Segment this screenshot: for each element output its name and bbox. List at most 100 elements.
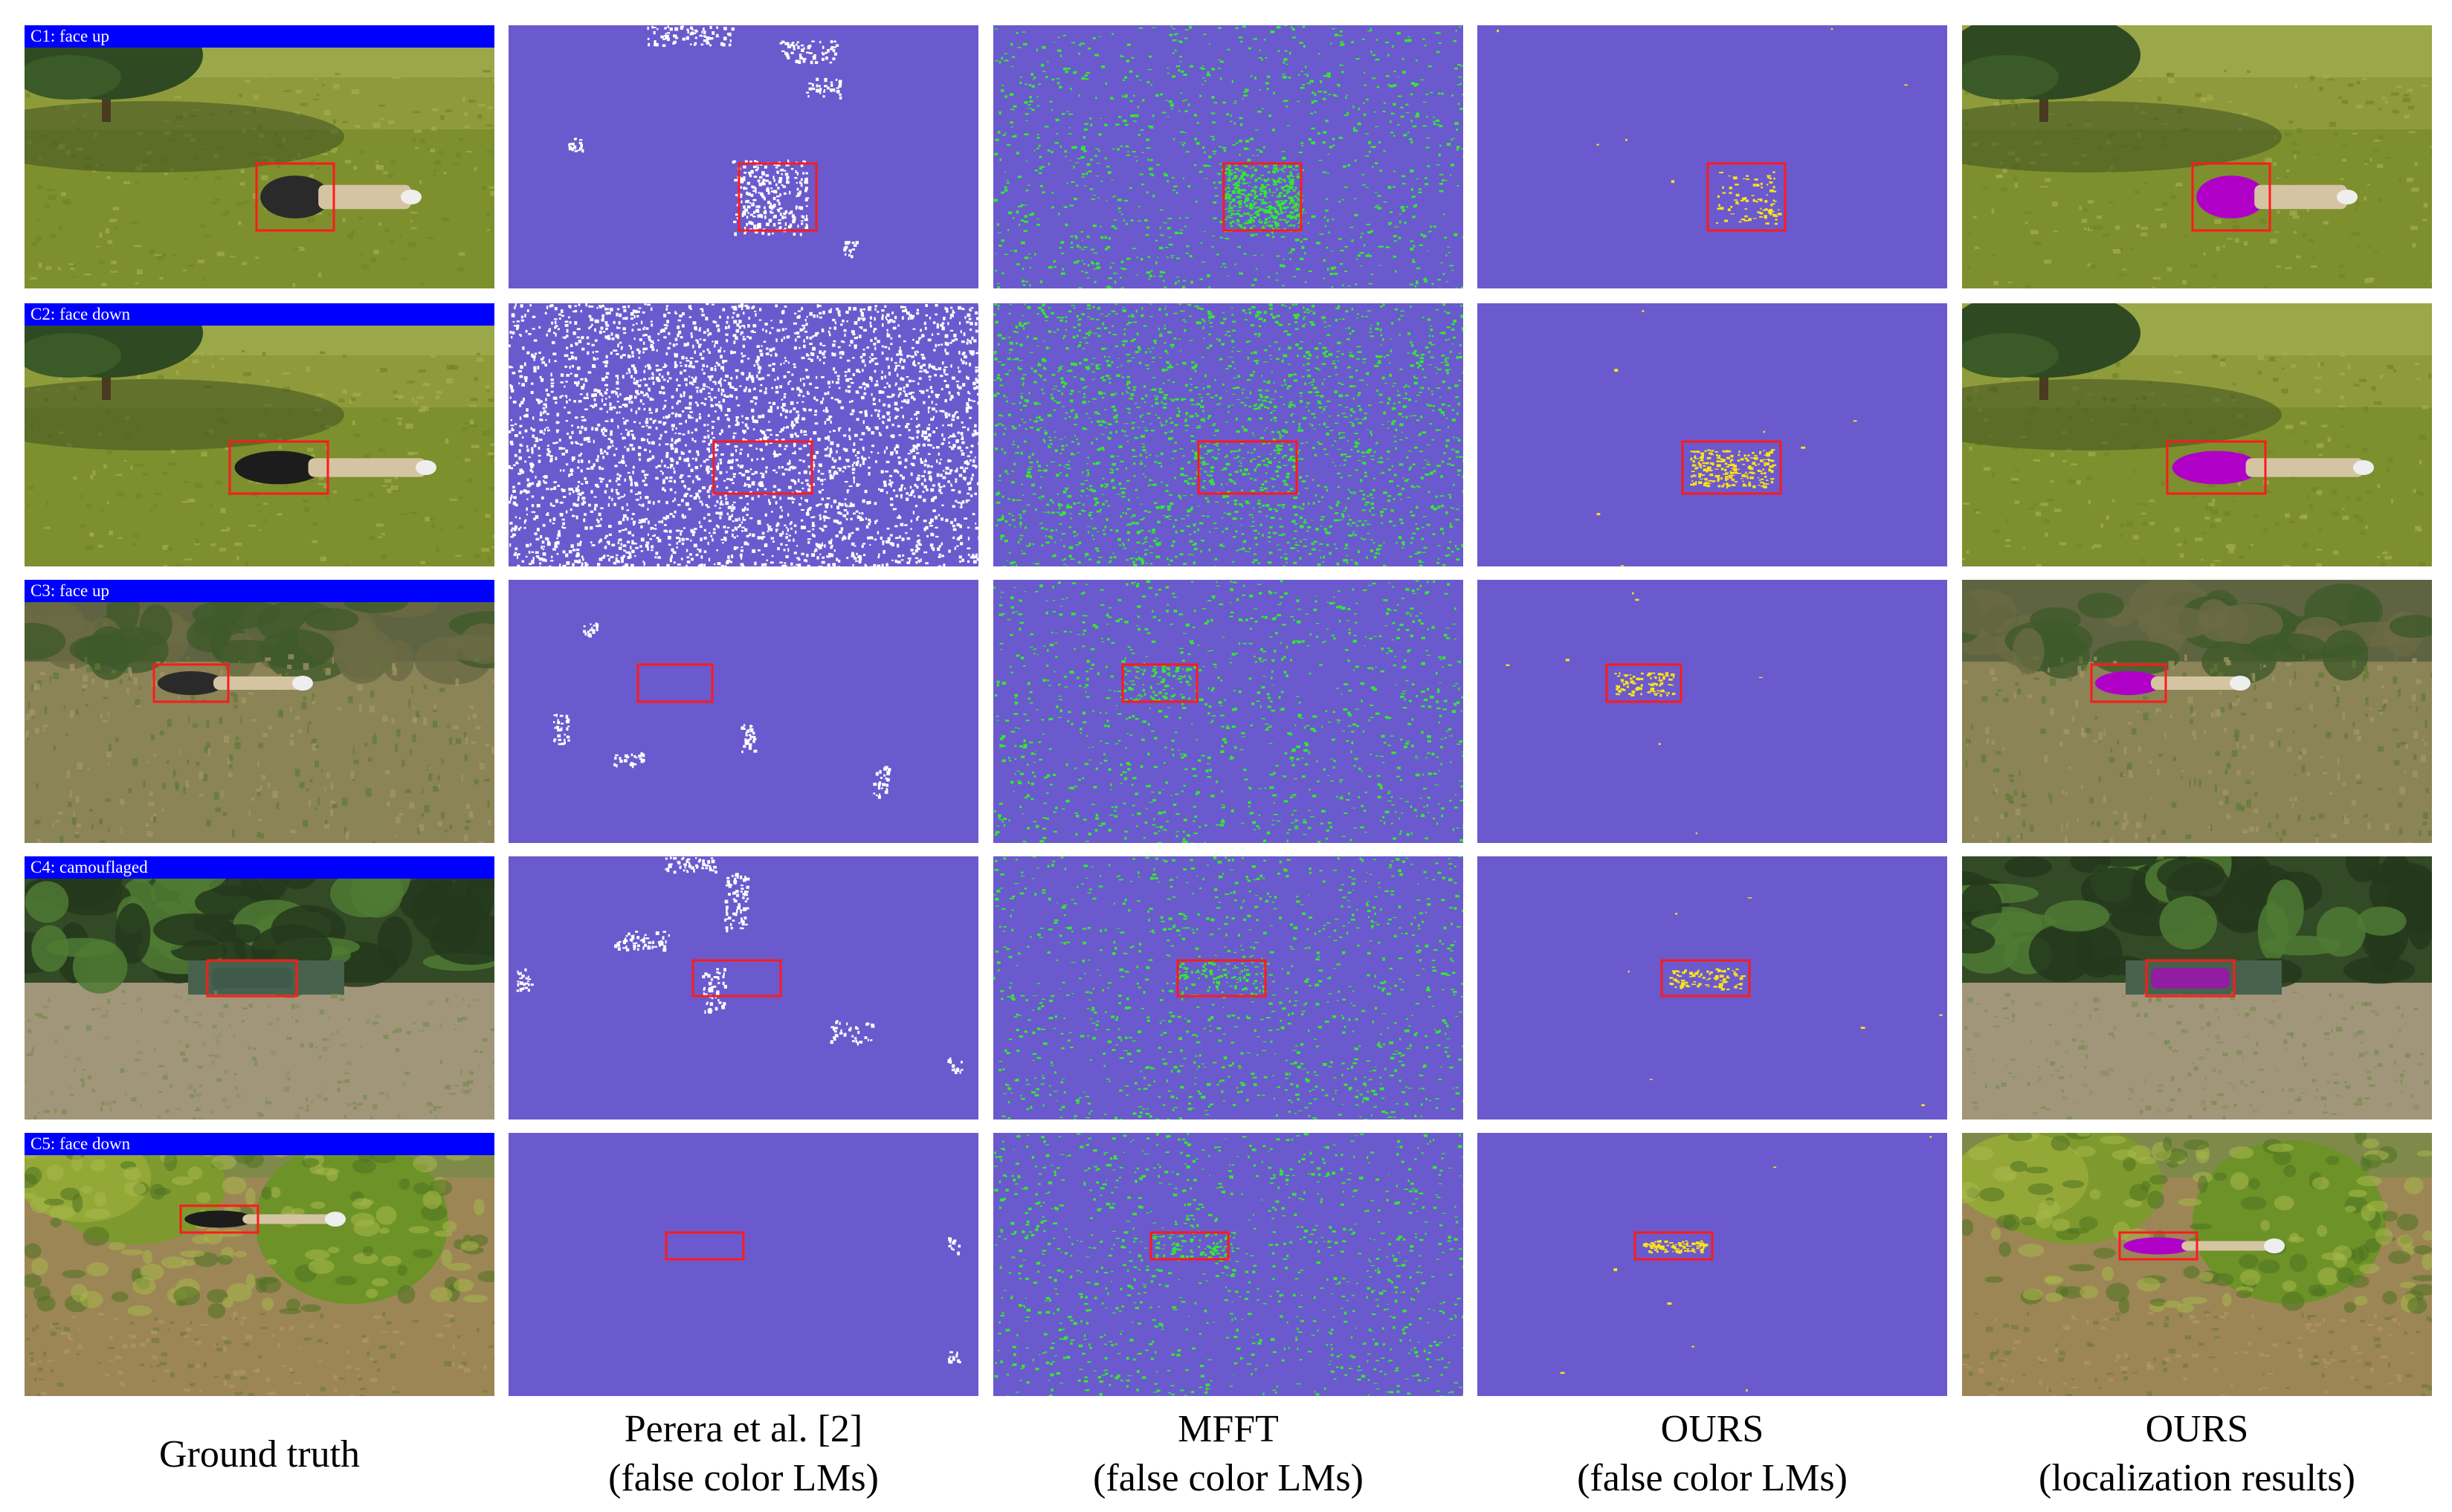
row-label: C1: face up xyxy=(25,25,494,48)
map-background xyxy=(509,25,978,288)
panel-mfft-row-2 xyxy=(993,303,1463,566)
panel-perera-row-5 xyxy=(509,1133,978,1396)
detection-points xyxy=(993,25,1463,288)
detection-points xyxy=(993,303,1463,566)
panel-mfft-row-1 xyxy=(993,25,1463,288)
map-background xyxy=(509,1133,978,1396)
row-label: C4: camouflaged xyxy=(25,856,494,879)
person xyxy=(2123,1237,2285,1255)
panel-ours_loc-row-5 xyxy=(1962,1133,2432,1396)
bounding-box xyxy=(1605,663,1682,703)
column-caption-gt: Ground truth xyxy=(25,1430,494,1479)
bounding-box xyxy=(665,1231,745,1261)
column-caption-ours_lm: OURS (false color LMs) xyxy=(1477,1405,1947,1503)
map-background xyxy=(993,1133,1463,1396)
map-background xyxy=(1477,303,1947,566)
panel-ours_lm-row-4 xyxy=(1477,856,1947,1120)
bounding-box xyxy=(2090,663,2167,703)
bounding-box xyxy=(712,440,813,495)
bounding-box xyxy=(1121,663,1198,703)
row-label: C2: face down xyxy=(25,303,494,326)
person xyxy=(158,671,313,695)
row-label: C3: face up xyxy=(25,580,494,602)
map-background xyxy=(993,580,1463,843)
detection-points xyxy=(1596,310,1857,566)
detection-points xyxy=(1627,897,1943,1107)
panel-gt-row-5: C5: face down xyxy=(25,1133,494,1396)
person xyxy=(2095,671,2251,695)
detection-points xyxy=(993,1133,1463,1396)
panel-perera-row-3 xyxy=(509,580,978,843)
bounding-box xyxy=(2191,162,2271,232)
panel-gt-row-3: C3: face up xyxy=(25,580,494,843)
detection-blocks xyxy=(509,303,978,566)
bounding-box xyxy=(152,663,230,703)
caption-line: (false color LMs) xyxy=(608,1457,879,1499)
person xyxy=(234,450,436,485)
bounding-box xyxy=(255,162,335,232)
bounding-box xyxy=(1197,440,1298,495)
bounding-box xyxy=(2166,440,2267,495)
panel-ours_loc-row-3 xyxy=(1962,580,2432,843)
caption-line: OURS xyxy=(1660,1408,1764,1450)
panel-mfft-row-3 xyxy=(993,580,1463,843)
detection-blocks xyxy=(553,622,891,799)
column-caption-ours_loc: OURS (localization results) xyxy=(1962,1405,2432,1503)
scene-photo xyxy=(25,25,494,288)
detection-points xyxy=(1506,592,1763,835)
map-background xyxy=(1477,1133,1947,1396)
bounding-box xyxy=(2145,959,2236,998)
bounding-box xyxy=(1681,440,1782,495)
scene-photo xyxy=(25,580,494,843)
map-background xyxy=(993,856,1463,1120)
panel-mfft-row-5 xyxy=(993,1133,1463,1396)
scene-photo xyxy=(1962,580,2432,843)
scene-photo xyxy=(25,1133,494,1396)
bounding-box xyxy=(1706,162,1787,232)
detection-points xyxy=(1560,1136,1932,1392)
panel-perera-row-4 xyxy=(509,856,978,1120)
panel-gt-row-1: C1: face up xyxy=(25,25,494,288)
detection-blocks xyxy=(568,25,859,259)
map-background xyxy=(993,25,1463,288)
panel-ours_lm-row-5 xyxy=(1477,1133,1947,1396)
bounding-box xyxy=(1149,1231,1230,1261)
detection-points xyxy=(993,856,1463,1120)
scene-photo xyxy=(1962,25,2432,288)
map-background xyxy=(1477,25,1947,288)
person xyxy=(2151,968,2230,989)
caption-line: (false color LMs) xyxy=(1577,1457,1848,1499)
panel-perera-row-2 xyxy=(509,303,978,566)
panel-ours_lm-row-1 xyxy=(1477,25,1947,288)
bounding-box xyxy=(691,959,782,998)
detection-blocks xyxy=(947,1237,961,1364)
detection-blocks xyxy=(516,856,964,1074)
panel-gt-row-4: C4: camouflaged xyxy=(25,856,494,1120)
panel-perera-row-1 xyxy=(509,25,978,288)
person xyxy=(212,968,292,989)
bounding-box xyxy=(228,440,329,495)
bounding-box xyxy=(1222,162,1303,232)
map-background xyxy=(509,856,978,1120)
bounding-box xyxy=(206,959,298,998)
panel-ours_loc-row-1 xyxy=(1962,25,2432,288)
map-background xyxy=(1477,856,1947,1120)
detection-points xyxy=(1497,28,1908,225)
scene-photo xyxy=(1962,1133,2432,1396)
panel-ours_loc-row-4 xyxy=(1962,856,2432,1120)
person xyxy=(260,175,422,219)
panel-ours_lm-row-3 xyxy=(1477,580,1947,843)
map-background xyxy=(993,303,1463,566)
scene-photo xyxy=(1962,303,2432,566)
person xyxy=(2172,450,2374,485)
caption-line: (localization results) xyxy=(2039,1457,2355,1499)
panel-mfft-row-4 xyxy=(993,856,1463,1120)
caption-line: MFFT xyxy=(1178,1408,1279,1450)
caption-line: Ground truth xyxy=(158,1433,361,1476)
scene-photo xyxy=(25,303,494,566)
person xyxy=(2196,175,2358,219)
bounding-box xyxy=(1660,959,1751,998)
bounding-box xyxy=(179,1204,259,1234)
map-background xyxy=(1477,580,1947,843)
